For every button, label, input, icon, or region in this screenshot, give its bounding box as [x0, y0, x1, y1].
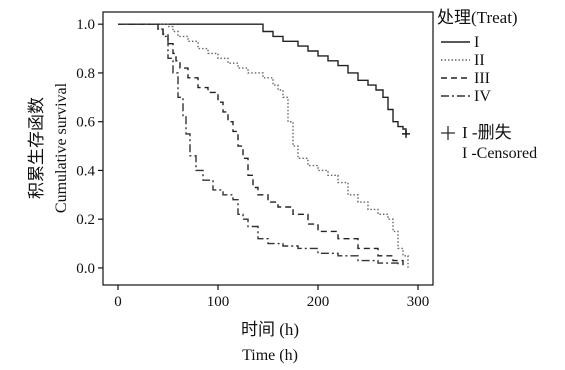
censor-marks — [402, 129, 410, 138]
y-axis-label-en: Cumulative survival — [53, 82, 70, 213]
plot-frame — [102, 11, 434, 286]
x-axis-label-cn: 时间 (h) — [241, 320, 299, 339]
series-line-IV — [118, 23, 399, 266]
x-axis-ticks: 0 100 200 300 — [114, 285, 429, 310]
y-axis-ticks: 0.0 0.2 0.4 0.6 0.8 1.0 — [76, 17, 103, 277]
series-line-I — [118, 23, 407, 134]
y-tick-label: 0.0 — [76, 261, 95, 277]
x-axis-label-en: Time (h) — [242, 347, 298, 364]
series-layer — [118, 23, 409, 268]
y-tick-label: 0.8 — [76, 66, 95, 82]
x-tick-label: 300 — [407, 294, 430, 310]
legend-label-I: I — [474, 34, 479, 51]
x-tick-label: 0 — [114, 294, 122, 310]
series-line-III — [118, 23, 404, 268]
legend-censor-item: I -删失 I -Censored — [441, 123, 537, 162]
x-tick-label: 100 — [207, 294, 230, 310]
y-axis-label-cn: 积累生存函数 — [27, 97, 46, 199]
legend-title: 处理(Treat) — [437, 8, 518, 27]
censor-label-en: I -Censored — [462, 145, 537, 162]
censor-label-cn: I -删失 — [462, 123, 512, 142]
y-tick-label: 0.4 — [76, 163, 95, 179]
y-tick-label: 0.6 — [76, 115, 95, 131]
x-tick-label: 200 — [307, 294, 330, 310]
y-tick-label: 0.2 — [76, 212, 95, 228]
y-tick-label: 1.0 — [76, 17, 95, 33]
legend-label-III: III — [474, 70, 490, 87]
series-line-II — [118, 23, 409, 268]
legend-label-IV: IV — [474, 88, 491, 105]
legend-label-II: II — [474, 52, 485, 69]
